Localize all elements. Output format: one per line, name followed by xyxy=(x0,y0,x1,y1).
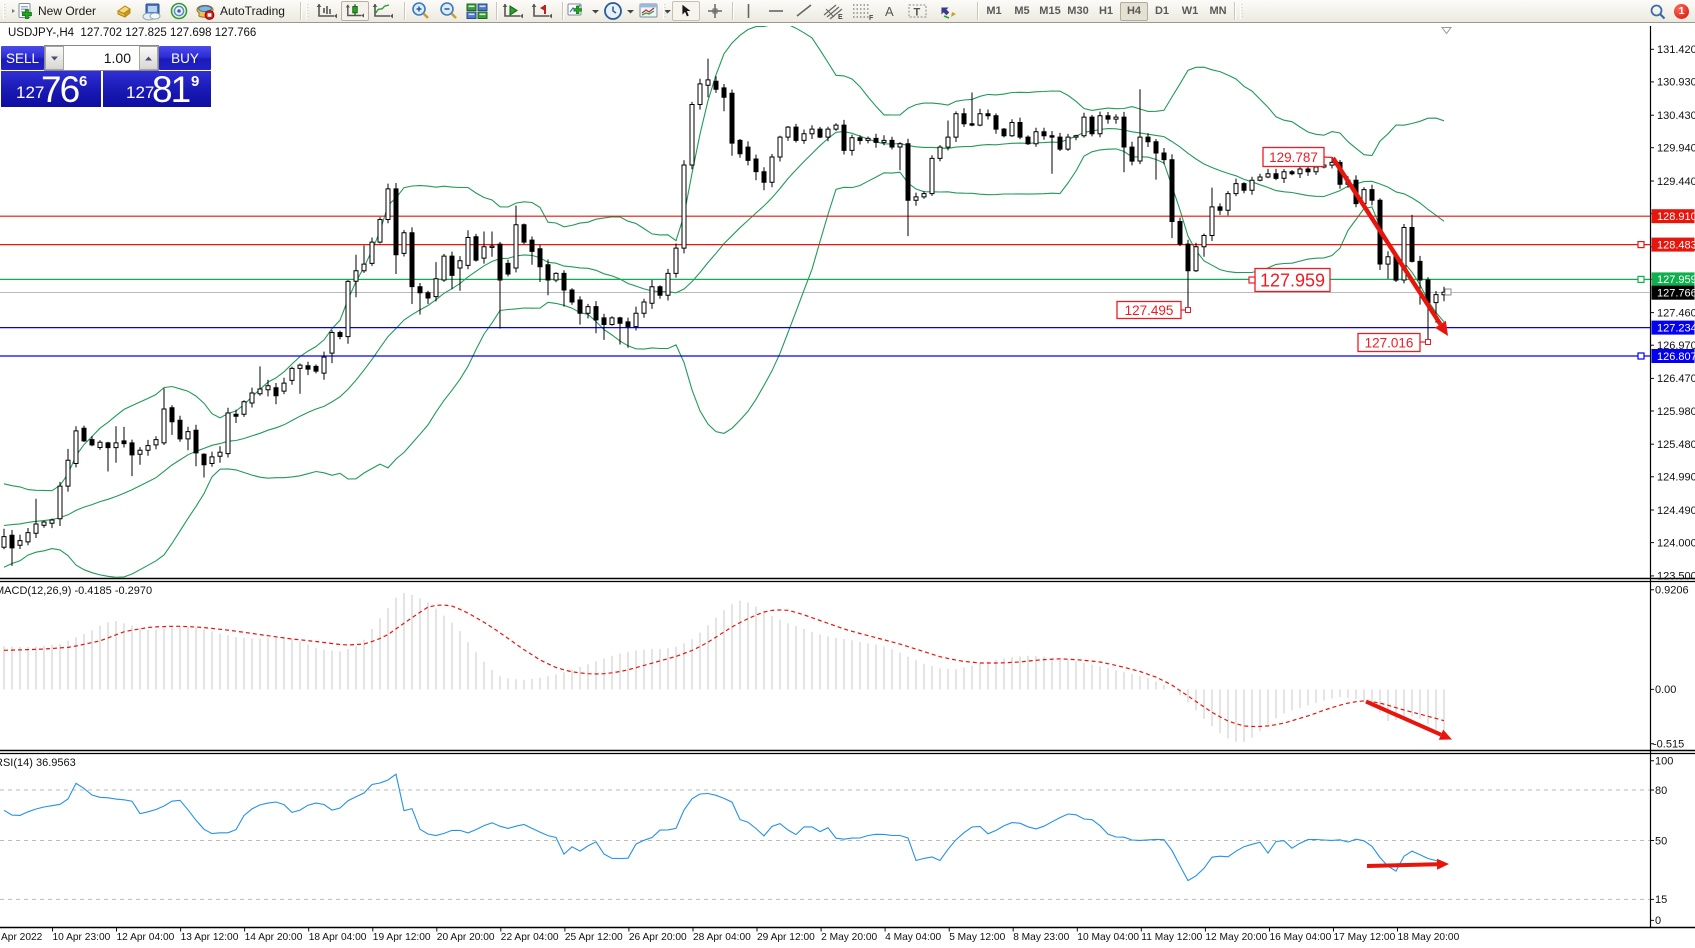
svg-text:18 Apr 04:00: 18 Apr 04:00 xyxy=(309,932,367,943)
svg-text:A: A xyxy=(885,4,894,19)
svg-text:125.980: 125.980 xyxy=(1657,406,1695,418)
svg-text:123.500: 123.500 xyxy=(1657,571,1695,583)
svg-text:0.00: 0.00 xyxy=(1655,684,1676,696)
svg-text:124.000: 124.000 xyxy=(1657,537,1695,549)
svg-text:20 Apr 20:00: 20 Apr 20:00 xyxy=(437,932,495,943)
svg-text:124.990: 124.990 xyxy=(1657,472,1695,484)
svg-text:19 Apr 12:00: 19 Apr 12:00 xyxy=(373,932,431,943)
svg-text:126.807: 126.807 xyxy=(1657,351,1695,363)
svg-text:E: E xyxy=(838,14,843,21)
svg-text:128.910: 128.910 xyxy=(1657,211,1695,223)
svg-text:124.490: 124.490 xyxy=(1657,505,1695,517)
svg-text:8 May 23:00: 8 May 23:00 xyxy=(1013,932,1069,943)
svg-text:10 May 04:00: 10 May 04:00 xyxy=(1077,932,1139,943)
svg-text:0: 0 xyxy=(1655,915,1661,927)
svg-text:18 May 20:00: 18 May 20:00 xyxy=(1398,932,1460,943)
svg-text:T: T xyxy=(914,7,921,19)
svg-text:14 Apr 20:00: 14 Apr 20:00 xyxy=(245,932,303,943)
svg-text:25 Apr 12:00: 25 Apr 12:00 xyxy=(565,932,623,943)
svg-text:16 May 04:00: 16 May 04:00 xyxy=(1270,932,1332,943)
svg-text:127.495: 127.495 xyxy=(1125,303,1174,318)
svg-text:130.930: 130.930 xyxy=(1657,77,1695,89)
svg-text:F: F xyxy=(869,15,874,21)
svg-text:10 Apr 23:00: 10 Apr 23:00 xyxy=(53,932,111,943)
svg-text:4 May 04:00: 4 May 04:00 xyxy=(885,932,941,943)
svg-text:12 May 20:00: 12 May 20:00 xyxy=(1205,932,1267,943)
svg-text:15: 15 xyxy=(1655,894,1667,906)
svg-text:131.420: 131.420 xyxy=(1657,44,1695,56)
svg-text:17 May 12:00: 17 May 12:00 xyxy=(1334,932,1396,943)
svg-text:127.959: 127.959 xyxy=(1657,274,1695,286)
svg-text:0.9206: 0.9206 xyxy=(1655,585,1689,597)
svg-text:2 May 20:00: 2 May 20:00 xyxy=(821,932,877,943)
svg-text:130.430: 130.430 xyxy=(1657,110,1695,122)
svg-text:29 Apr 12:00: 29 Apr 12:00 xyxy=(757,932,815,943)
svg-text:RSI(14) 36.9563: RSI(14) 36.9563 xyxy=(0,757,76,769)
svg-text:129.440: 129.440 xyxy=(1657,176,1695,188)
svg-text:26 Apr 20:00: 26 Apr 20:00 xyxy=(629,932,687,943)
svg-text:127.959: 127.959 xyxy=(1260,270,1325,290)
svg-text:22 Apr 04:00: 22 Apr 04:00 xyxy=(501,932,559,943)
svg-text:11 May 12:00: 11 May 12:00 xyxy=(1141,932,1202,943)
svg-text:5 May 12:00: 5 May 12:00 xyxy=(949,932,1005,943)
svg-text:129.787: 129.787 xyxy=(1269,150,1318,165)
svg-text:12 Apr 04:00: 12 Apr 04:00 xyxy=(117,932,175,943)
svg-text:126.470: 126.470 xyxy=(1657,373,1695,385)
svg-text:50: 50 xyxy=(1655,835,1667,847)
svg-text:127.460: 127.460 xyxy=(1657,307,1695,319)
svg-text:-0.515: -0.515 xyxy=(1653,739,1684,751)
svg-text:28 Apr 04:00: 28 Apr 04:00 xyxy=(693,932,751,943)
svg-text:129.940: 129.940 xyxy=(1657,143,1695,155)
svg-text:128.483: 128.483 xyxy=(1657,239,1695,251)
svg-text:127.234: 127.234 xyxy=(1657,322,1695,334)
svg-text:80: 80 xyxy=(1655,785,1667,797)
svg-text:100: 100 xyxy=(1655,756,1673,768)
svg-text:127.016: 127.016 xyxy=(1365,335,1414,350)
svg-text:125.480: 125.480 xyxy=(1657,439,1695,451)
svg-text:Apr 2022: Apr 2022 xyxy=(1,932,43,943)
svg-text:127.766: 127.766 xyxy=(1657,288,1695,300)
svg-text:MACD(12,26,9) -0.4185 -0.2970: MACD(12,26,9) -0.4185 -0.2970 xyxy=(0,585,152,597)
svg-text:13 Apr 12:00: 13 Apr 12:00 xyxy=(181,932,239,943)
